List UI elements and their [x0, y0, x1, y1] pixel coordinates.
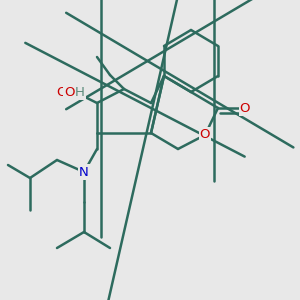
Text: N: N: [79, 166, 89, 178]
Text: O: O: [64, 85, 75, 98]
Text: O: O: [240, 101, 250, 115]
Text: O: O: [200, 128, 210, 142]
Text: H: H: [67, 85, 77, 98]
Text: H: H: [75, 85, 85, 98]
Text: O: O: [56, 85, 67, 98]
